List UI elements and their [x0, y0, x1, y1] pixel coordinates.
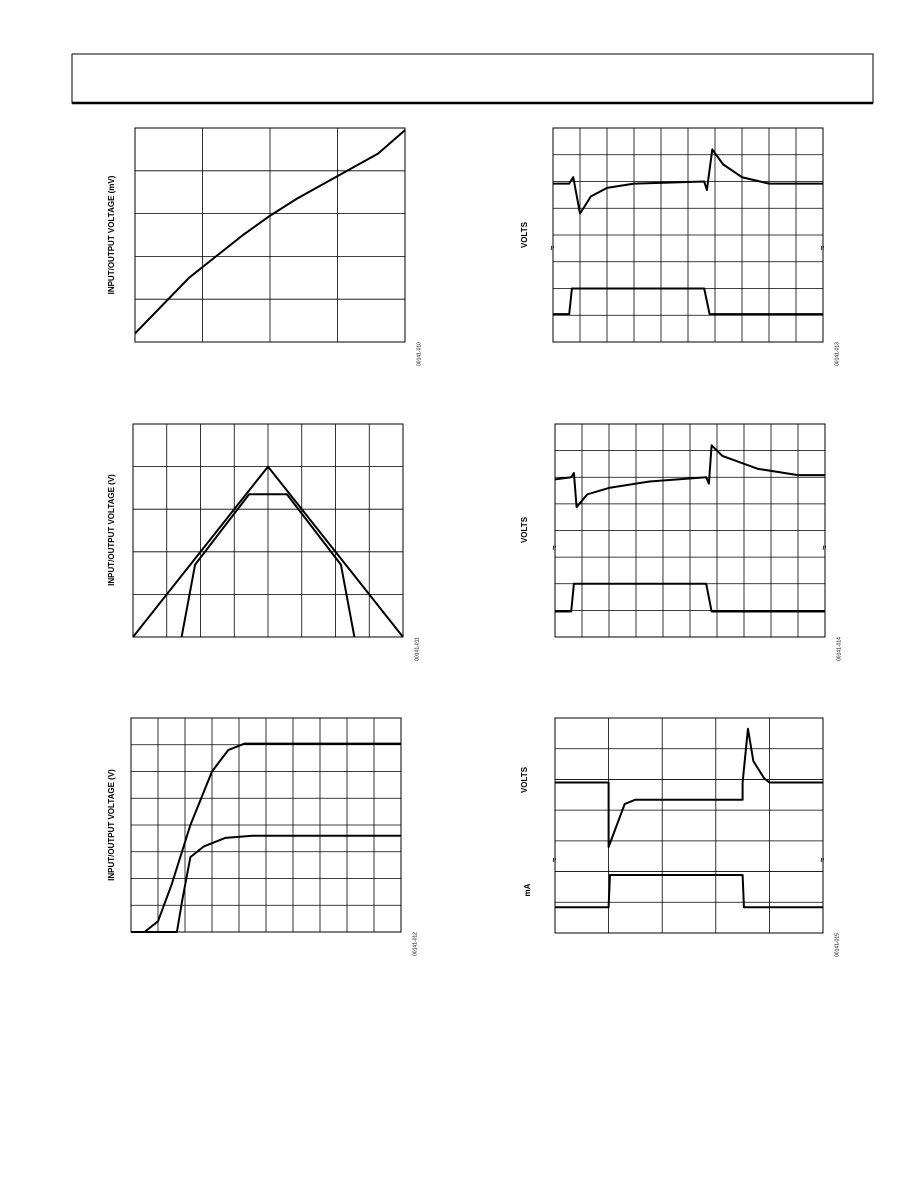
trace [555, 873, 823, 909]
trace [555, 582, 825, 613]
break-mark: ≈ [550, 545, 559, 550]
trace [554, 444, 825, 509]
axis-label: mA [523, 883, 532, 896]
figure-id: 00141-014 [836, 637, 842, 661]
trace [555, 727, 823, 848]
axis-label: VOLTS [520, 221, 529, 248]
trace [553, 287, 823, 316]
plot-frame [552, 127, 824, 343]
trace [553, 148, 823, 215]
plot-frame [134, 127, 406, 343]
break-mark: ≈ [820, 545, 829, 550]
axis-label: VOLTS [520, 766, 529, 793]
axis-label: INPUT/OUTPUT VOLTAGE (V) [107, 474, 116, 586]
plot-frame [130, 717, 402, 933]
trace [131, 834, 401, 933]
axis-label: VOLTS [520, 516, 529, 543]
trace [132, 465, 404, 638]
plot-frame [554, 423, 826, 638]
figure-id: 00141-015 [834, 933, 840, 957]
break-mark: ≈ [818, 857, 827, 862]
figure-id: 00141-013 [834, 342, 840, 366]
break-mark: ≈ [548, 245, 557, 250]
header-box [71, 53, 874, 104]
trace [134, 129, 406, 335]
axis-label: INPUT/OUTPUT VOLTAGE (mV) [107, 175, 116, 294]
trace [180, 493, 356, 638]
figure-id: 00141-012 [412, 932, 418, 956]
figure-id: 00141-011 [414, 637, 420, 661]
figure-id: 00141-010 [416, 342, 422, 366]
break-mark: ≈ [550, 857, 559, 862]
axis-label: INPUT/OUTPUT VOLTAGE (V) [107, 769, 116, 881]
plot-frame [132, 423, 404, 638]
break-mark: ≈ [818, 245, 827, 250]
trace [131, 742, 401, 933]
plot-frame [554, 717, 824, 934]
